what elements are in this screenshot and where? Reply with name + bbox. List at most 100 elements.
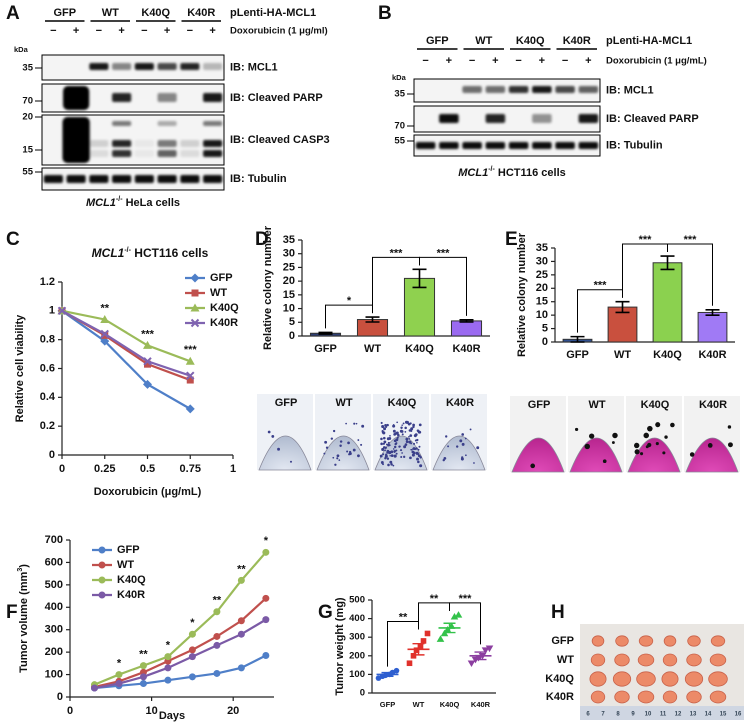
series-line — [94, 618, 267, 690]
colony — [392, 424, 396, 428]
colony — [401, 424, 404, 426]
series-line — [61, 309, 191, 410]
blot-caption-part: -/- — [116, 196, 123, 203]
data-point — [417, 643, 424, 650]
significance-label: * — [117, 657, 122, 669]
blot-band — [203, 140, 223, 147]
group-label: WT — [102, 7, 119, 19]
y-tick-label: 30 — [536, 255, 548, 267]
colony — [388, 451, 392, 455]
colony — [390, 463, 393, 466]
blot-band — [180, 175, 200, 183]
ruler-number: 6 — [586, 712, 590, 718]
y-axis-label-part: Relative cell viability — [14, 314, 26, 422]
colony — [387, 463, 390, 467]
blot-label: IB: Cleaved PARP — [606, 113, 699, 125]
group-label: WT — [475, 35, 492, 47]
data-point — [186, 371, 195, 380]
y-axis-label: Relative cell viability — [14, 314, 26, 422]
plate-dish — [627, 437, 681, 473]
data-point — [213, 669, 221, 677]
group-label: K40R — [563, 35, 591, 47]
y-tick-label: 10 — [536, 309, 548, 321]
colony — [267, 430, 271, 434]
data-point — [237, 576, 245, 584]
blot-band — [112, 175, 132, 183]
colony — [289, 460, 293, 463]
significance-label: * — [347, 295, 352, 307]
blot-band — [462, 86, 482, 93]
data-point — [393, 667, 400, 674]
significance-label: * — [190, 617, 195, 629]
plate-label: K40R — [699, 399, 727, 411]
colony — [389, 460, 393, 464]
tumor — [589, 671, 607, 687]
colony — [401, 452, 403, 454]
error-bar — [365, 316, 380, 323]
series-line — [61, 309, 191, 377]
data-point — [139, 662, 147, 670]
blot-label: IB: Cleaved PARP — [230, 92, 323, 104]
blot-band — [508, 86, 529, 93]
colony — [400, 455, 403, 459]
plate-dish — [569, 437, 623, 473]
plate-dish — [258, 435, 312, 471]
colony — [380, 442, 383, 446]
x-tick-label: GFP — [380, 700, 395, 709]
colony — [396, 421, 399, 424]
error-bar — [318, 331, 333, 335]
x-tick-label: 10 — [145, 705, 157, 717]
blot-band — [485, 114, 506, 123]
blot-band — [578, 86, 599, 93]
plate-dish — [685, 437, 739, 473]
plate-label: WT — [588, 399, 605, 411]
y-tick-label: 35 — [536, 242, 548, 254]
bar — [652, 262, 683, 343]
colony — [662, 451, 666, 455]
colony — [689, 452, 695, 457]
data-point — [450, 612, 459, 620]
colony — [416, 457, 419, 461]
colony — [352, 448, 356, 452]
treatment-label: Doxorubicin (1 μg/mL) — [606, 56, 707, 67]
colony — [399, 429, 403, 433]
y-tick-label: 300 — [349, 632, 365, 643]
ruler-number: 7 — [601, 712, 605, 718]
construct-label: pLenti-HA-MCL1 — [230, 7, 316, 19]
colony — [386, 423, 389, 427]
colony — [473, 462, 475, 464]
x-tick-label: 0.5 — [140, 463, 155, 475]
data-point — [57, 306, 67, 316]
data-point — [143, 357, 152, 366]
plate-label: K40Q — [388, 397, 417, 409]
treatment-sign: − — [562, 55, 568, 67]
y-tick-label: 100 — [45, 668, 63, 680]
data-point — [237, 617, 245, 625]
y-tick-label: 300 — [45, 624, 63, 636]
colony — [336, 454, 340, 458]
blot-label: IB: Tubulin — [606, 139, 663, 151]
data-point — [100, 314, 110, 323]
colony — [383, 427, 387, 431]
blot-label: IB: MCL1 — [606, 84, 654, 96]
significance-label: *** — [390, 247, 404, 259]
ruler-number: 14 — [705, 712, 712, 718]
plate-label: K40Q — [641, 399, 670, 411]
blot-caption-part: MCL1 — [86, 197, 116, 209]
group-label: K40Q — [516, 35, 545, 47]
y-axis-label: Relative colony number — [516, 232, 528, 357]
data-point — [262, 548, 270, 556]
colony — [464, 437, 467, 440]
y-tick-label: 35 — [283, 234, 295, 246]
colony — [384, 449, 386, 452]
plate-label: K40R — [446, 397, 474, 409]
colony — [461, 433, 465, 436]
colony — [664, 435, 668, 439]
colony — [381, 430, 384, 433]
x-tick-label: GFP — [314, 343, 337, 355]
colony — [655, 442, 659, 446]
colony — [339, 440, 343, 443]
colony — [399, 449, 403, 452]
colony — [407, 422, 411, 426]
colony — [325, 446, 329, 449]
